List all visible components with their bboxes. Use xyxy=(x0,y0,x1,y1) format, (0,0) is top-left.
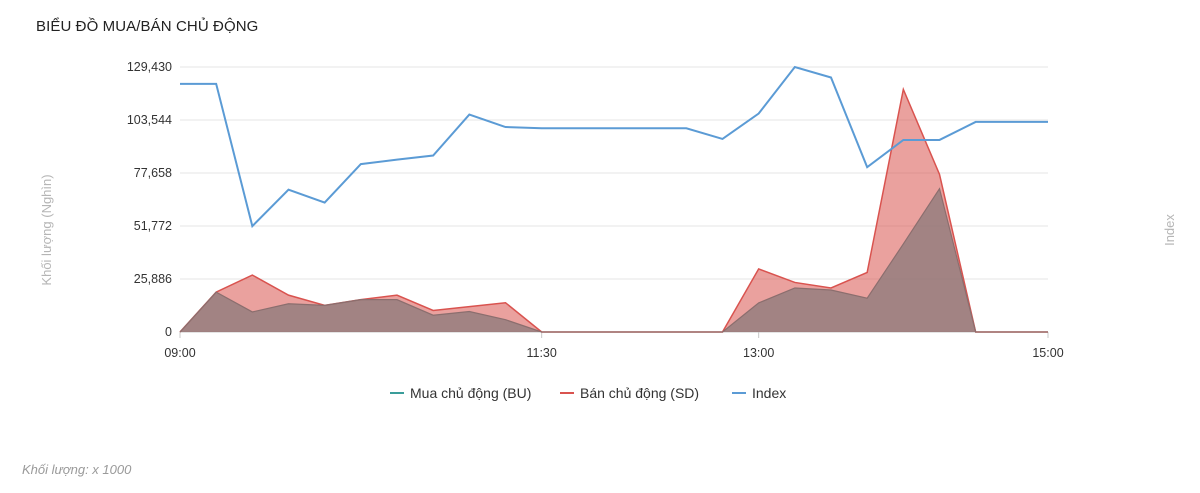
x-tick-label: 11:30 xyxy=(526,346,556,360)
legend-label: Index xyxy=(752,385,786,401)
y-axis-title-left: Khối lượng (Nghìn) xyxy=(39,174,54,285)
y-tick-label: 0 xyxy=(165,325,172,339)
footnote: Khối lượng: x 1000 xyxy=(22,462,132,477)
x-axis-ticks: 09:00 11:30 13:00 15:00 xyxy=(164,332,1064,360)
chart-title: BIỂU ĐỒ MUA/BÁN CHỦ ĐỘNG xyxy=(36,18,259,35)
bu-line xyxy=(179,187,1048,333)
series-layer xyxy=(179,65,1048,333)
index-line xyxy=(180,65,1048,229)
x-tick-label: 09:00 xyxy=(164,346,195,360)
y-axis-title-right: Index xyxy=(1162,214,1177,246)
y-tick-label: 25,886 xyxy=(134,272,172,286)
y-tick-label: 51,772 xyxy=(134,219,172,233)
legend-label: Mua chủ động (BU) xyxy=(410,385,531,401)
x-tick-label: 13:00 xyxy=(743,346,774,360)
legend: Mua chủ động (BU) Bán chủ động (SD) Index xyxy=(390,385,786,401)
y-tick-label: 103,544 xyxy=(127,113,172,127)
x-tick-label: 15:00 xyxy=(1032,346,1063,360)
bu-area xyxy=(180,188,1048,332)
legend-label: Bán chủ động (SD) xyxy=(580,385,699,401)
y-tick-label: 129,430 xyxy=(127,60,172,74)
y-axis-ticks: 0 25,886 51,772 77,658 103,544 129,430 xyxy=(127,60,172,339)
y-tick-label: 77,658 xyxy=(134,166,172,180)
